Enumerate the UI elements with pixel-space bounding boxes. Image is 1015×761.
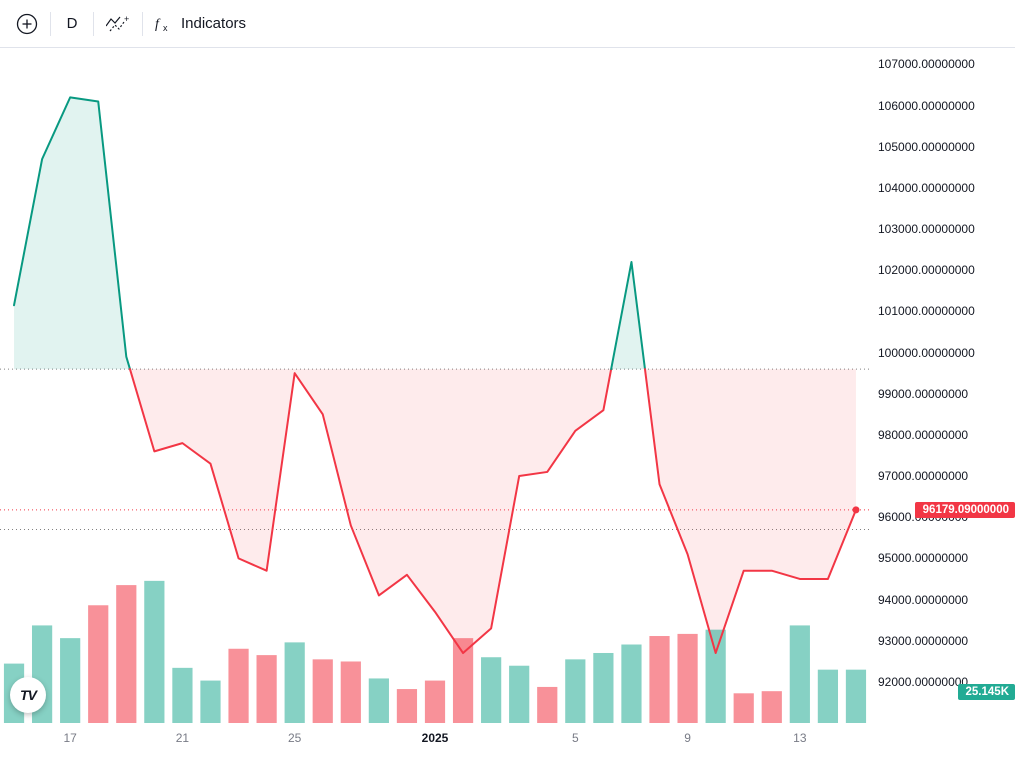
logo-text: TV <box>20 687 36 703</box>
y-tick-label: 101000.00000000 <box>878 304 975 318</box>
y-tick-label: 103000.00000000 <box>878 222 975 236</box>
y-tick-label: 95000.00000000 <box>878 551 968 565</box>
y-tick-label: 97000.00000000 <box>878 469 968 483</box>
x-tick-label: 17 <box>63 731 76 745</box>
x-tick-label: 25 <box>288 731 301 745</box>
current-volume-value: 25.145K <box>966 686 1009 698</box>
tradingview-logo[interactable]: TV <box>10 677 46 713</box>
svg-text:f: f <box>155 17 161 32</box>
x-tick-label: 2025 <box>422 731 449 745</box>
price-chart[interactable] <box>0 48 870 723</box>
y-tick-label: 94000.00000000 <box>878 593 968 607</box>
interval-label: D <box>67 15 78 32</box>
y-tick-label: 100000.00000000 <box>878 346 975 360</box>
chart-toolbar: D + fx Indicators <box>0 0 1015 48</box>
current-volume-tag: 25.145K <box>958 684 1015 700</box>
current-price-tag: 96179.09000000 <box>915 502 1015 518</box>
x-axis[interactable]: 17 21 25 2025 5 9 13 <box>0 723 870 761</box>
y-tick-label: 99000.00000000 <box>878 387 968 401</box>
y-tick-label: 92000.00000000 <box>878 675 968 689</box>
fx-icon: fx <box>155 15 175 33</box>
y-tick-label: 105000.00000000 <box>878 140 975 154</box>
toolbar-separator <box>93 12 94 36</box>
y-axis[interactable]: 92000.00000000 93000.00000000 94000.000000… <box>870 48 1015 723</box>
indicators-label: Indicators <box>181 15 246 32</box>
y-tick-label: 104000.00000000 <box>878 181 975 195</box>
current-price-value: 96179.09000000 <box>923 504 1009 516</box>
y-tick-label: 98000.00000000 <box>878 428 968 442</box>
x-tick-label: 9 <box>684 731 691 745</box>
svg-text:+: + <box>124 14 129 24</box>
toolbar-separator <box>142 12 143 36</box>
y-tick-label: 106000.00000000 <box>878 99 975 113</box>
y-tick-label: 102000.00000000 <box>878 263 975 277</box>
chart-stage: 92000.00000000 93000.00000000 94000.000000… <box>0 48 1015 761</box>
interval-button[interactable]: D <box>55 7 89 41</box>
indicators-button[interactable]: fx Indicators <box>147 7 254 41</box>
y-tick-label: 93000.00000000 <box>878 634 968 648</box>
compare-icon[interactable]: + <box>98 7 138 41</box>
add-button[interactable] <box>8 7 46 41</box>
y-tick-label: 107000.00000000 <box>878 57 975 71</box>
svg-text:x: x <box>163 23 168 33</box>
toolbar-separator <box>50 12 51 36</box>
x-tick-label: 5 <box>572 731 579 745</box>
x-tick-label: 21 <box>176 731 189 745</box>
x-tick-label: 13 <box>793 731 806 745</box>
